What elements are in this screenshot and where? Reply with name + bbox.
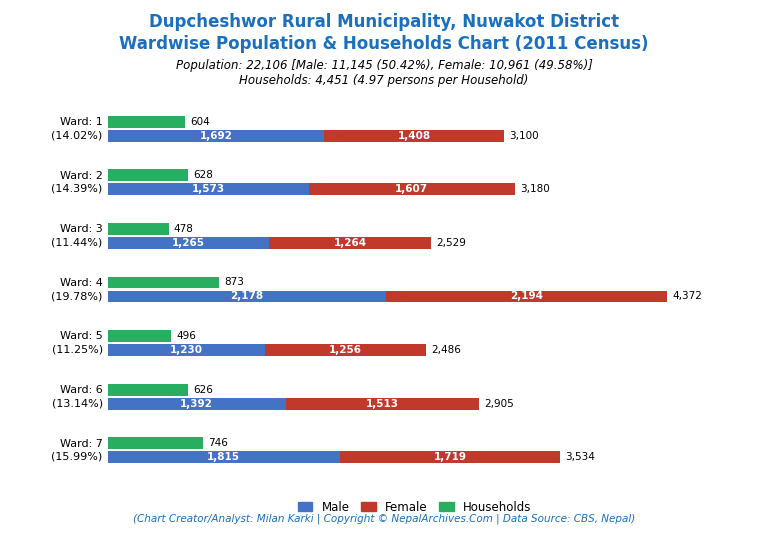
Text: Population: 22,106 [Male: 11,145 (50.42%), Female: 10,961 (49.58%)]: Population: 22,106 [Male: 11,145 (50.42%… xyxy=(176,59,592,72)
Bar xyxy=(270,237,432,249)
Text: 626: 626 xyxy=(193,385,213,394)
Text: 1,815: 1,815 xyxy=(207,452,240,462)
Text: 1,265: 1,265 xyxy=(172,238,205,248)
Bar xyxy=(309,183,515,195)
Bar xyxy=(324,130,505,142)
Text: 628: 628 xyxy=(193,170,213,180)
Legend: Male, Female, Households: Male, Female, Households xyxy=(293,496,536,518)
Text: 1,719: 1,719 xyxy=(433,452,466,462)
Text: 1,573: 1,573 xyxy=(192,184,225,194)
Bar xyxy=(108,223,169,235)
Text: 2,529: 2,529 xyxy=(436,238,466,248)
Text: 3,100: 3,100 xyxy=(509,131,539,140)
Bar xyxy=(108,344,265,356)
Bar xyxy=(108,277,220,288)
Text: 1,230: 1,230 xyxy=(170,345,203,355)
Bar xyxy=(108,291,386,302)
Text: 478: 478 xyxy=(174,224,194,234)
Text: 1,607: 1,607 xyxy=(396,184,429,194)
Bar xyxy=(108,237,270,249)
Bar xyxy=(108,169,188,181)
Bar xyxy=(386,291,667,302)
Bar xyxy=(108,130,324,142)
Text: 3,534: 3,534 xyxy=(565,452,595,462)
Text: 1,264: 1,264 xyxy=(334,238,367,248)
Bar xyxy=(108,451,339,463)
Text: 2,178: 2,178 xyxy=(230,292,263,301)
Text: (Chart Creator/Analyst: Milan Karki | Copyright © NepalArchives.Com | Data Sourc: (Chart Creator/Analyst: Milan Karki | Co… xyxy=(133,513,635,524)
Bar xyxy=(108,437,203,449)
Text: 873: 873 xyxy=(224,278,244,287)
Bar xyxy=(108,398,286,410)
Bar xyxy=(339,451,560,463)
Text: 2,486: 2,486 xyxy=(431,345,461,355)
Text: 3,180: 3,180 xyxy=(520,184,549,194)
Text: Dupcheshwor Rural Municipality, Nuwakot District: Dupcheshwor Rural Municipality, Nuwakot … xyxy=(149,13,619,32)
Text: 2,905: 2,905 xyxy=(485,399,515,408)
Text: 1,256: 1,256 xyxy=(329,345,362,355)
Text: 2,194: 2,194 xyxy=(510,292,543,301)
Text: 4,372: 4,372 xyxy=(672,292,702,301)
Text: 604: 604 xyxy=(190,117,210,126)
Text: 1,408: 1,408 xyxy=(398,131,431,140)
Bar xyxy=(265,344,425,356)
Bar xyxy=(108,384,187,396)
Text: 1,513: 1,513 xyxy=(366,399,399,408)
Text: 746: 746 xyxy=(208,438,228,448)
Text: 496: 496 xyxy=(176,331,196,341)
Bar xyxy=(108,183,309,195)
Bar xyxy=(108,330,171,342)
Text: Households: 4,451 (4.97 persons per Household): Households: 4,451 (4.97 persons per Hous… xyxy=(240,74,528,87)
Text: 1,392: 1,392 xyxy=(180,399,213,408)
Text: Wardwise Population & Households Chart (2011 Census): Wardwise Population & Households Chart (… xyxy=(119,35,649,53)
Text: 1,692: 1,692 xyxy=(200,131,232,140)
Bar xyxy=(108,116,185,128)
Bar xyxy=(286,398,479,410)
